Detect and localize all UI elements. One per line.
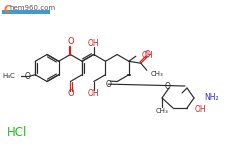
Text: C: C xyxy=(3,5,11,15)
Text: O: O xyxy=(67,90,74,99)
Text: NH₂: NH₂ xyxy=(204,93,219,102)
Text: CH₃: CH₃ xyxy=(156,108,168,114)
Text: O: O xyxy=(145,50,151,59)
Text: H₃C: H₃C xyxy=(3,73,15,79)
Text: HCl: HCl xyxy=(7,126,27,138)
Text: OH: OH xyxy=(88,88,99,98)
Text: OH: OH xyxy=(195,105,207,114)
Text: O: O xyxy=(165,82,171,91)
Text: O: O xyxy=(67,38,74,46)
Text: O: O xyxy=(105,80,111,89)
Text: CH₃: CH₃ xyxy=(151,71,164,77)
Text: OH: OH xyxy=(88,39,99,48)
Bar xyxy=(2,10,50,14)
Text: OH: OH xyxy=(142,51,153,60)
Text: hem960.com: hem960.com xyxy=(9,5,56,11)
Text: O: O xyxy=(25,72,31,81)
